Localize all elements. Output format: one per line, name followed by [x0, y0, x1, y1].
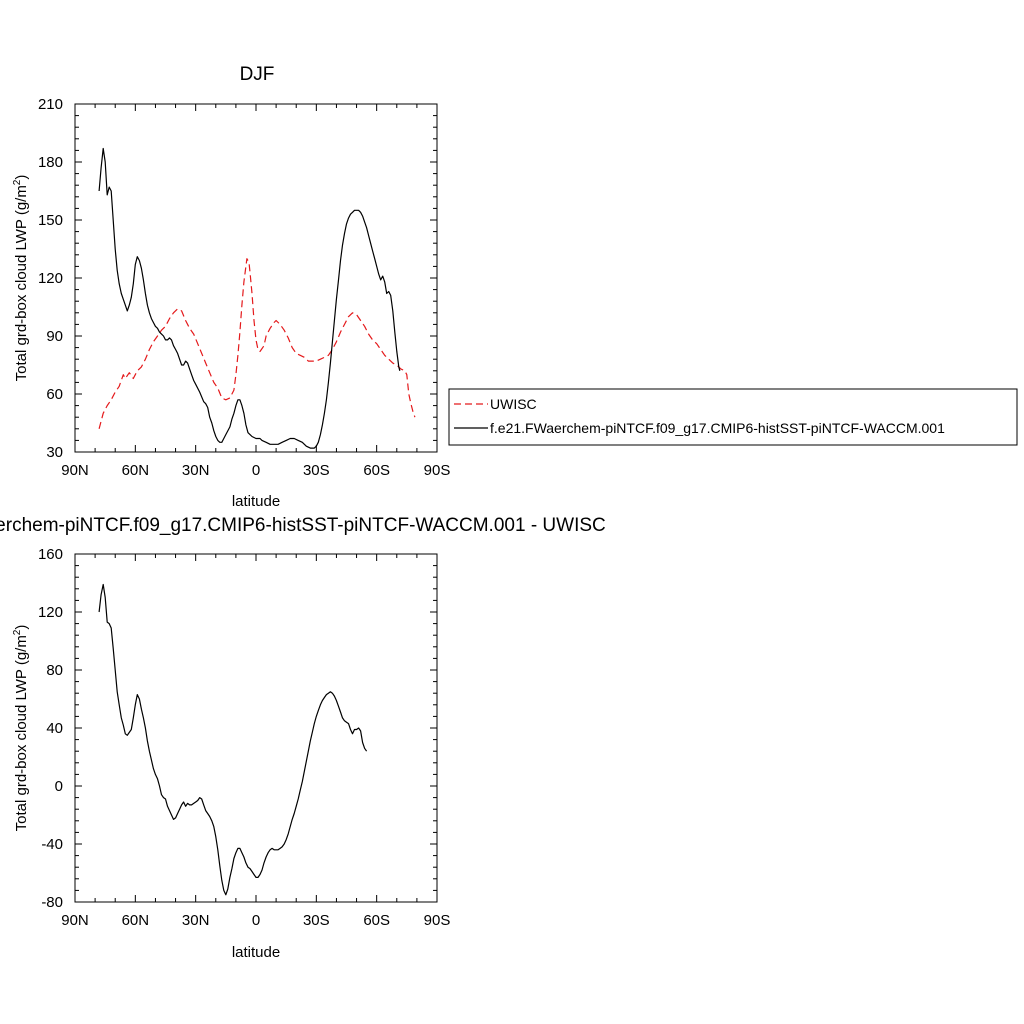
bottom-xtick-label: 30N [182, 912, 210, 929]
bottom-xtick-label: 60N [122, 912, 150, 929]
bottom-ytick-labels: -80 -40 0 40 80 120 160 [38, 546, 63, 911]
bottom-x-axis-label: latitude [232, 944, 280, 961]
bottom-xtick-label: 60S [363, 912, 390, 929]
legend-label-model: f.e21.FWaerchem-piNTCF.f09_g17.CMIP6-his… [490, 420, 945, 436]
bottom-plot-frame [74, 553, 438, 903]
bottom-ytick-label: 120 [38, 604, 63, 621]
bottom-xtick-labels: 90N 60N 30N 0 30S 60S 90S [61, 912, 450, 929]
bottom-ytick-label: -40 [41, 836, 63, 853]
top-series-group [98, 147, 416, 449]
top-xtick-label: 30S [303, 462, 330, 479]
bottom-xtick-label: 90S [424, 912, 451, 929]
top-ytick-label: 60 [46, 386, 63, 403]
top-title: DJF [240, 64, 275, 85]
bottom-xtick-label: 30S [303, 912, 330, 929]
bottom-title: f.e21.FWaerchem-piNTCF.f09_g17.CMIP6-his… [0, 515, 606, 536]
bottom-ytick-label: 40 [46, 720, 63, 737]
bottom-xtick-label: 0 [252, 912, 260, 929]
legend-box [448, 388, 1018, 446]
top-ytick-label: 150 [38, 212, 63, 229]
bottom-y-axis-label-close: ) [13, 625, 30, 630]
top-x-axis-label: latitude [232, 493, 280, 510]
legend-label-uwisc: UWISC [490, 396, 537, 412]
top-y-axis-label-main: Total grd-box cloud LWP (g/m [13, 185, 30, 381]
top-ytick-label: 210 [38, 96, 63, 113]
top-series-line-0 [98, 258, 416, 429]
top-ytick-label: 30 [46, 444, 63, 461]
top-ytick-label: 90 [46, 328, 63, 345]
top-ytick-labels: 30 60 90 120 150 180 210 [38, 96, 63, 461]
top-series-line-1 [98, 147, 401, 449]
panel-top: DJF 90N 60N 30N 0 30S 60S 90S 30 60 90 120 150 180 2… [12, 64, 450, 510]
top-y-axis-label-close: ) [13, 175, 30, 180]
bottom-ytick-label: 0 [55, 778, 63, 795]
top-y-axis-label: Total grd-box cloud LWP (g/m2) [12, 175, 30, 382]
panel-bottom: f.e21.FWaerchem-piNTCF.f09_g17.CMIP6-his… [0, 515, 606, 961]
bottom-y-axis-label-main: Total grd-box cloud LWP (g/m [13, 635, 30, 831]
top-xtick-labels: 90N 60N 30N 0 30S 60S 90S [61, 462, 450, 479]
bottom-ytick-label: 160 [38, 546, 63, 563]
top-ytick-label: 120 [38, 270, 63, 287]
bottom-y-axis-label: Total grd-box cloud LWP (g/m2) [12, 625, 30, 832]
top-xtick-label: 30N [182, 462, 210, 479]
legend: UWISC f.e21.FWaerchem-piNTCF.f09_g17.CMI… [448, 388, 1018, 446]
bottom-xtick-label: 90N [61, 912, 89, 929]
top-xtick-label: 60S [363, 462, 390, 479]
top-xtick-label: 60N [122, 462, 150, 479]
bottom-y-axis-label-sup: 2 [12, 629, 23, 635]
top-xtick-label: 0 [252, 462, 260, 479]
bottom-ticks-group [74, 553, 438, 903]
bottom-series-line-0 [98, 583, 368, 896]
top-plot-frame [74, 103, 438, 453]
top-ytick-label: 180 [38, 154, 63, 171]
top-y-axis-label-sup: 2 [12, 179, 23, 185]
top-ticks-group [74, 103, 438, 453]
top-xtick-label: 90N [61, 462, 89, 479]
bottom-ytick-label: -80 [41, 894, 63, 911]
top-xtick-label: 90S [424, 462, 451, 479]
bottom-series-group [98, 583, 368, 896]
bottom-ytick-label: 80 [46, 662, 63, 679]
